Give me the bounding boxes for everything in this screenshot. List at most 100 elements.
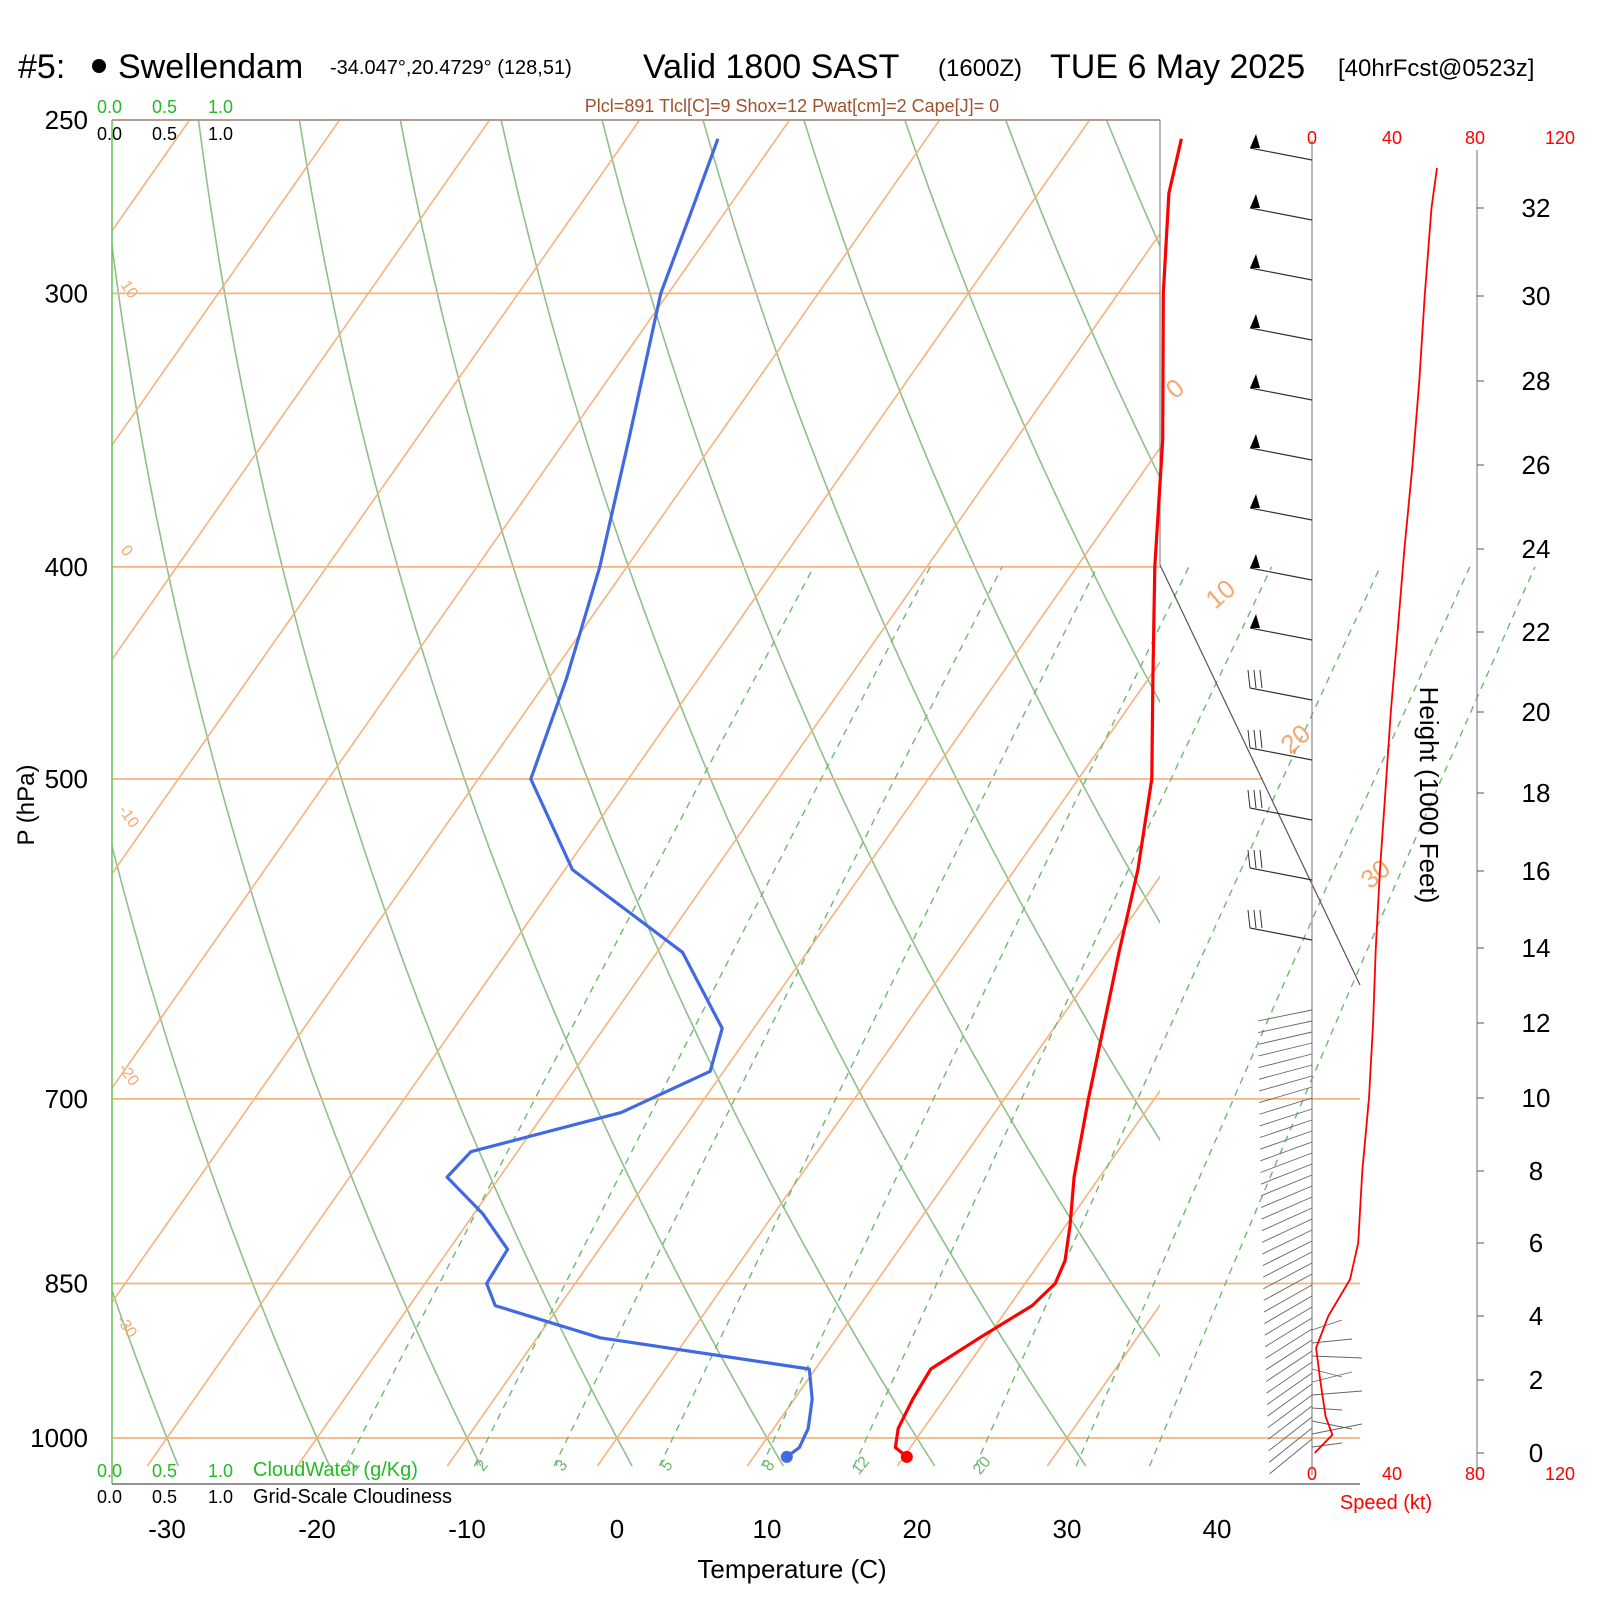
wind-barb-flag-icon: [1250, 374, 1260, 388]
wind-barb: [1266, 1361, 1313, 1394]
speed-axis-bottom: 0 40 80 120: [1307, 1464, 1575, 1484]
height-tick-label: 14: [1522, 933, 1551, 963]
wind-barb: [1259, 1119, 1313, 1138]
wind-barb-feather: [1247, 729, 1251, 749]
wind-barb: [1311, 1355, 1363, 1359]
wind-panel: [1247, 134, 1478, 1475]
dry-adiabat-line: [112, 843, 331, 1467]
wind-barb: [1264, 1295, 1313, 1324]
mixing-ratio-label: 3: [553, 1457, 572, 1475]
station-id: #5:: [18, 48, 65, 86]
pressure-tick-label: 250: [45, 105, 88, 135]
temperature-tick-label: 30: [1053, 1514, 1082, 1544]
dry-adiabat-line: [803, 120, 1160, 925]
wind-barb: [1311, 1423, 1363, 1435]
height-axis-title: Height (1000 Feet): [1414, 687, 1444, 904]
wind-barb-feather: [1253, 849, 1257, 869]
dry-adiabat-line: [298, 120, 785, 1467]
mixing-ratio-line: [473, 566, 931, 1467]
wind-barb: [1249, 807, 1313, 821]
isotherm-line: [112, 120, 491, 661]
mixing-ratio-lines: 1 2 3 5 8 12 20: [345, 566, 1536, 1478]
wind-barb: [1311, 1407, 1343, 1411]
wind-barb: [1267, 1405, 1313, 1440]
wind-barb-feather: [1259, 909, 1263, 929]
isotherm-line: [446, 446, 1160, 1467]
wind-barb-flag-icon: [1250, 494, 1260, 508]
speed-tick-top: 0: [1307, 128, 1317, 148]
wind-barb: [1264, 1306, 1313, 1336]
wind-barb: [1249, 207, 1313, 221]
wind-barb-feather: [1247, 789, 1251, 809]
wind-barb-feather: [1253, 729, 1257, 749]
cloudiness-label: Grid-Scale Cloudiness: [253, 1486, 452, 1508]
plot-frame: [111, 119, 1361, 1485]
dry-adiabat-line: [112, 239, 482, 1467]
dry-adiabat-line: [1308, 120, 1600, 1466]
wind-barb-feather: [1259, 669, 1263, 689]
pressure-tick-label: 500: [45, 764, 88, 794]
wind-barb: [1311, 1371, 1353, 1383]
dry-adiabat-line: [1004, 120, 1160, 480]
wind-barb-flag-icon: [1250, 434, 1260, 448]
wind-barb: [1260, 1163, 1313, 1185]
wind-barb: [1260, 1174, 1313, 1197]
height-tick-label: 18: [1522, 778, 1551, 808]
height-tick-label: 4: [1529, 1301, 1543, 1331]
pressure-tick-label: 1000: [30, 1423, 88, 1453]
dry-adiabat-line: [197, 120, 633, 1467]
wind-barb: [1249, 567, 1313, 581]
wind-barb-feather: [1253, 909, 1257, 929]
mixing-ratio-line: [345, 566, 815, 1467]
forecast-info: [40hrFcst@0523z]: [1338, 55, 1534, 82]
isotherm-label: 10: [117, 278, 141, 302]
cloud-top-black-2: 1.0: [208, 124, 233, 144]
height-tick-label: 30: [1522, 281, 1551, 311]
x-axis-title: Temperature (C): [697, 1554, 886, 1584]
wind-barb: [1249, 627, 1313, 641]
mixing-ratio-line: [1148, 566, 1536, 1467]
temperature-line: [893, 138, 1183, 1459]
cloud-top-black-0: 0.0: [97, 124, 122, 144]
cloud-top-green-1: 0.5: [152, 97, 177, 117]
wind-barb-feather: [1259, 729, 1263, 749]
wind-barb-flag-icon: [1250, 194, 1260, 208]
wind-barb: [1259, 1108, 1313, 1127]
wind-barb: [1249, 867, 1313, 881]
height-tick-label: 6: [1529, 1228, 1543, 1258]
wind-barb: [1268, 1427, 1313, 1463]
zulu-time: (1600Z): [938, 55, 1022, 82]
right-diagonal-line: [1159, 564, 1361, 986]
wind-barb: [1259, 1086, 1313, 1104]
wind-barb: [1249, 327, 1313, 341]
wind-barb: [1262, 1229, 1313, 1255]
wind-barb: [1263, 1273, 1313, 1301]
dewpoint-line: [445, 138, 814, 1459]
isotherm-line: [112, 120, 791, 1090]
wind-barb: [1249, 507, 1313, 521]
height-tick-label: 22: [1522, 617, 1551, 647]
isotherm-line: [112, 120, 341, 447]
dry-adiabat-line: [601, 120, 1160, 1358]
isotherm-line: [896, 1089, 1160, 1467]
wind-barb-flag-icon: [1250, 554, 1260, 568]
wind-barb: [1258, 1042, 1313, 1057]
wind-barb: [1263, 1262, 1313, 1290]
height-tick-label: 28: [1522, 366, 1551, 396]
mixing-ratio-line: [853, 566, 1273, 1467]
wind-barb: [1266, 1372, 1313, 1405]
wind-barb: [1261, 1218, 1313, 1243]
wind-barb: [1261, 1196, 1313, 1220]
wind-barb-flag-icon: [1250, 614, 1260, 628]
cloudwater-label: CloudWater (g/Kg): [253, 1459, 418, 1481]
temperature-surface-dot: [900, 1450, 913, 1463]
wind-barb: [1262, 1240, 1313, 1266]
wind-barb: [1259, 1097, 1313, 1115]
wind-barb-feather: [1247, 909, 1251, 929]
cloud-bottom-green-1: 0.5: [152, 1461, 177, 1481]
isotherm-line: [146, 120, 1091, 1467]
wind-barb-flag-icon: [1250, 134, 1260, 148]
wind-barb: [1260, 1152, 1313, 1173]
station-coords: -34.047°,20.4729° (128,51): [330, 57, 572, 79]
